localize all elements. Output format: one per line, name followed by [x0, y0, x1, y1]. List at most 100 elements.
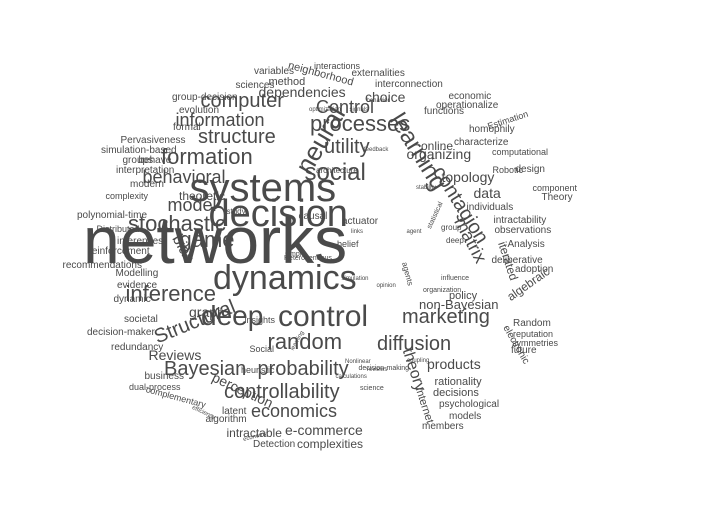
cloud-word: products — [427, 356, 481, 372]
cloud-word: decision-making — [358, 364, 410, 372]
cloud-word: Robotic — [492, 164, 524, 175]
cloud-word: evolution — [179, 105, 220, 116]
cloud-word: reputation — [513, 328, 554, 339]
cloud-word: non-Bayesian — [419, 296, 499, 312]
cloud-word: opinion — [376, 283, 396, 289]
cloud-word: complexity — [105, 190, 149, 201]
cloud-word: reviews — [367, 367, 388, 373]
cloud-word: Bayesian — [164, 358, 247, 380]
cloud-word: heuristic — [241, 364, 275, 375]
cloud-word: game — [179, 227, 235, 252]
cloud-word: decision-maker — [87, 327, 155, 338]
cloud-word: polynomial-time — [77, 210, 148, 221]
cloud-word: Internet — [412, 385, 436, 425]
cloud-word: structure — [198, 126, 276, 148]
cloud-word: group-decision — [172, 92, 238, 103]
cloud-word: insights — [244, 314, 276, 325]
cloud-word: observations — [494, 225, 552, 236]
cloud-word: simulation — [341, 276, 369, 282]
cloud-word: study — [226, 207, 246, 216]
cloud-word: Nonlinear — [345, 359, 371, 365]
cloud-word: choice — [365, 89, 406, 105]
cloud-word: graph — [189, 304, 225, 320]
cloud-word: dual-process — [129, 381, 181, 392]
cloud-word: theoretic — [179, 189, 226, 203]
cloud-word: formation — [161, 144, 253, 169]
cloud-word: dependencies — [258, 84, 346, 100]
cloud-word: inferences — [117, 236, 164, 247]
cloud-word: causal — [298, 211, 328, 222]
cloud-word: utility — [324, 136, 370, 158]
cloud-word: economics — [251, 401, 338, 421]
cloud-word: agent — [406, 229, 422, 235]
cloud-word: Random — [513, 318, 551, 329]
cloud-word: rationality — [434, 375, 482, 388]
cloud-word: adoption — [515, 264, 554, 275]
cloud-word: Social — [249, 343, 275, 354]
cloud-word: Reviews — [148, 347, 202, 363]
cloud-word: deep — [446, 236, 464, 245]
cloud-word: dynamic — [113, 294, 151, 305]
cloud-word: behave — [138, 155, 172, 166]
cloud-word: actuator — [342, 216, 379, 227]
cloud-word: component — [532, 182, 578, 193]
cloud-word: computer — [200, 90, 284, 112]
cloud-word: Pervasiveness — [120, 135, 186, 146]
cloud-word: recommendations — [62, 260, 142, 271]
cloud-word: coupling — [407, 358, 430, 364]
cloud-word: decision — [208, 193, 348, 235]
cloud-word: Control — [316, 97, 375, 117]
cloud-word: e-commerce — [285, 422, 363, 438]
cloud-word: Distributed — [96, 223, 140, 234]
cloud-word: groups — [122, 155, 154, 166]
cloud-word: systems — [189, 166, 337, 210]
cloud-word: functions — [424, 106, 465, 117]
cloud-word: economic — [448, 91, 492, 102]
cloud-word: architecture — [316, 166, 358, 175]
cloud-word: information — [175, 110, 265, 130]
cloud-word: agents — [400, 261, 415, 287]
cloud-word: members — [422, 421, 464, 432]
cloud-word: interpretation — [116, 165, 175, 176]
cloud-word: policy — [449, 289, 478, 302]
cloud-word: modern — [130, 179, 164, 190]
cloud-word: intractability — [493, 215, 547, 226]
cloud-word: calculations — [335, 374, 367, 380]
cloud-word: method — [268, 75, 306, 88]
cloud-word: stochastic — [128, 211, 226, 236]
cloud-word: decisions — [433, 386, 479, 399]
cloud-word: control — [278, 300, 369, 333]
cloud-word: models — [449, 411, 482, 422]
cloud-word: links — [351, 229, 364, 235]
cloud-word: complexities — [297, 437, 364, 451]
cloud-word: probability — [257, 358, 349, 380]
cloud-word: marketing — [402, 306, 490, 328]
cloud-word: latent — [222, 406, 247, 417]
cloud-word: social — [304, 159, 366, 186]
cloud-word: deliberative — [491, 255, 543, 266]
cloud-word: Modelling — [115, 268, 159, 279]
cloud-word: Detection — [253, 439, 296, 450]
cloud-word: evidence — [117, 280, 158, 291]
cloud-word: behavioral — [142, 167, 226, 187]
cloud-word: variables — [254, 66, 295, 77]
cloud-word: individuals — [466, 202, 514, 213]
cloud-word: dynamics — [213, 259, 357, 297]
cloud-word: business — [144, 371, 184, 382]
cloud-word: deep — [201, 300, 264, 331]
cloud-word: simulation-based — [101, 145, 177, 156]
cloud-word: organization — [423, 286, 462, 294]
cloud-word: belief — [337, 238, 359, 249]
cloud-word: science — [360, 384, 384, 392]
cloud-word: topology — [441, 169, 495, 185]
cloud-word: Heterogeneous — [284, 254, 332, 262]
cloud-word: networks — [83, 203, 348, 277]
cloud-word: homophily — [469, 124, 515, 135]
cloud-word: diffusion — [377, 333, 452, 355]
cloud-word: processes — [310, 111, 411, 136]
cloud-word: symmetries — [512, 337, 559, 348]
cloud-word: interactions — [314, 60, 361, 71]
cloud-word: optimization — [309, 107, 342, 113]
cloud-word: operationalize — [436, 100, 499, 111]
